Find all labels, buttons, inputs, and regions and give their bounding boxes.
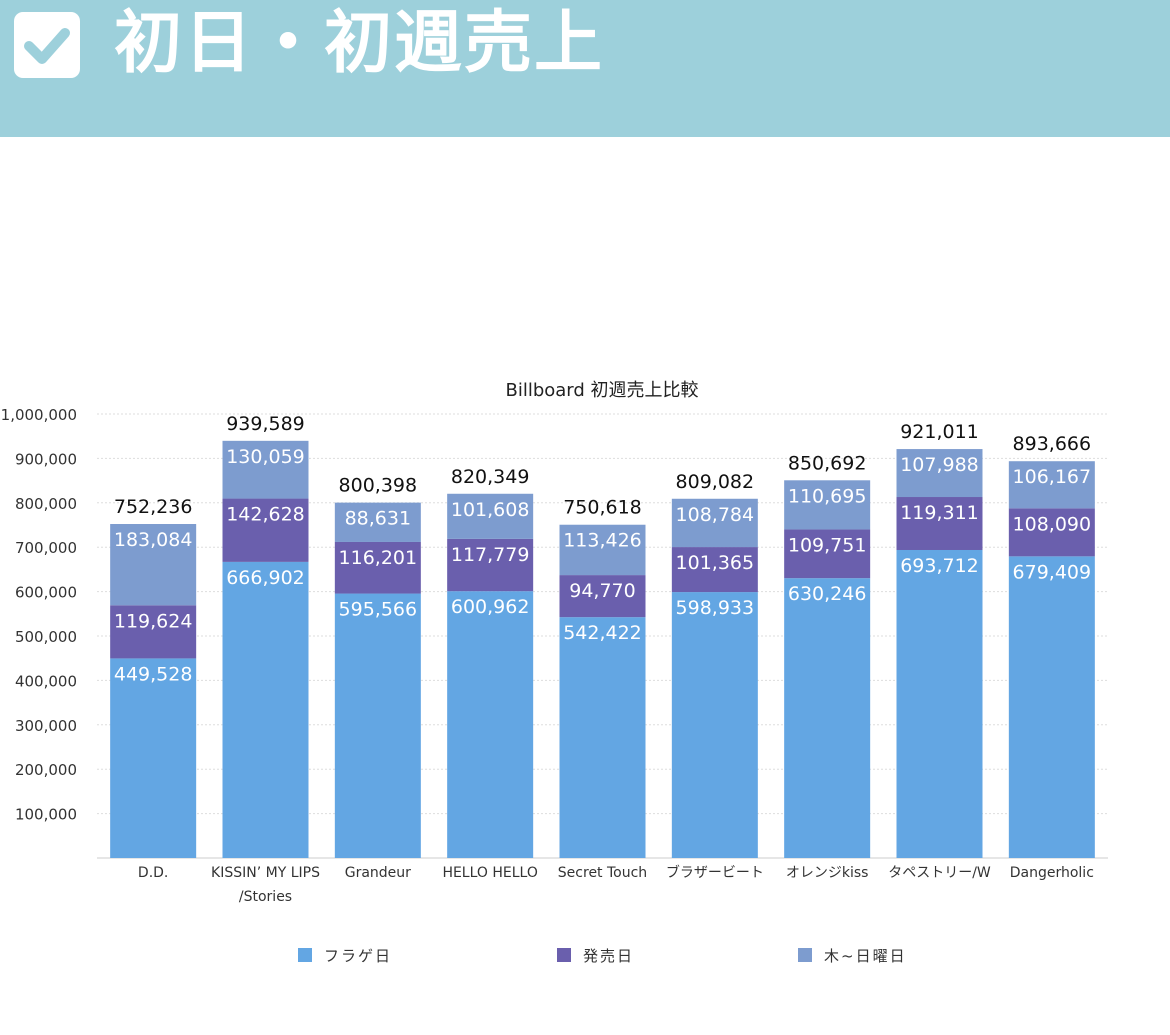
bar-segment — [110, 658, 197, 858]
legend-swatch — [298, 948, 312, 962]
segment-value-label: 101,608 — [451, 499, 530, 521]
legend-swatch — [557, 948, 571, 962]
header-banner: 初日・初週売上 — [0, 0, 1170, 137]
segment-value-label: 119,311 — [900, 502, 979, 524]
y-tick-label: 400,000 — [15, 672, 77, 690]
segment-value-label: 449,528 — [114, 663, 193, 685]
segment-value-label: 94,770 — [569, 580, 635, 602]
bar-segment — [1008, 556, 1095, 858]
segment-value-label: 110,695 — [788, 485, 867, 507]
y-tick-label: 200,000 — [15, 761, 77, 779]
x-tick-label: ブラザービート — [666, 864, 764, 881]
segment-value-label: 107,988 — [900, 454, 979, 476]
segment-value-label: 109,751 — [788, 534, 867, 556]
segment-value-label: 600,962 — [451, 596, 530, 618]
y-tick-label: 1,000,000 — [1, 406, 77, 424]
segment-value-label: 679,409 — [1013, 561, 1092, 583]
total-value-label: 809,082 — [676, 471, 755, 493]
x-tick-label: Grandeur — [345, 865, 411, 881]
segment-value-label: 119,624 — [114, 610, 193, 632]
bar-segment — [1008, 508, 1095, 557]
bar-segment — [671, 547, 758, 593]
legend-swatch — [798, 948, 812, 962]
legend-label: 発売日 — [583, 946, 635, 965]
y-tick-label: 600,000 — [15, 584, 77, 602]
segment-value-label: 130,059 — [226, 446, 305, 468]
bar-segment — [222, 498, 309, 562]
chart-title: Billboard 初週売上比較 — [505, 380, 698, 401]
x-tick-label: D.D. — [138, 865, 168, 881]
segment-value-label: 117,779 — [451, 544, 530, 566]
segment-value-label: 88,631 — [345, 508, 411, 530]
bar-segment — [447, 591, 534, 858]
segment-value-label: 183,084 — [114, 529, 193, 551]
segment-value-label: 142,628 — [226, 504, 305, 526]
total-value-label: 750,618 — [563, 497, 642, 519]
total-value-label: 850,692 — [788, 452, 867, 474]
x-tick-label: HELLO HELLO — [442, 865, 537, 881]
segment-value-label: 113,426 — [563, 530, 642, 552]
y-tick-label: 100,000 — [15, 806, 77, 824]
segment-value-label: 108,784 — [676, 504, 755, 526]
bar-segment — [447, 538, 534, 592]
bar-segment — [110, 605, 197, 659]
segment-value-label: 108,090 — [1013, 513, 1092, 535]
segment-value-label: 630,246 — [788, 583, 867, 605]
bar-segment — [334, 541, 421, 594]
bar-segment — [671, 592, 758, 858]
legend-item: 発売日 — [557, 945, 634, 965]
segment-value-label: 693,712 — [900, 555, 979, 577]
legend-label: フラゲ日 — [324, 946, 393, 965]
bar-segment — [222, 561, 309, 858]
y-tick-label: 900,000 — [15, 450, 77, 468]
x-tick-label: Secret Touch — [558, 865, 647, 881]
bar-segment — [896, 549, 983, 858]
segment-value-label: 106,167 — [1013, 466, 1092, 488]
bar-segment — [110, 524, 197, 606]
x-tick-label: KISSIN’ MY LIPS — [211, 865, 320, 881]
segment-value-label: 116,201 — [339, 547, 418, 569]
bar-segment — [334, 593, 421, 858]
total-value-label: 800,398 — [339, 475, 418, 497]
x-tick-label: タペストリー/W — [888, 865, 991, 881]
legend-item: フラゲ日 — [298, 945, 392, 965]
bar-segment — [671, 498, 758, 548]
legend-item: 木~日曜日 — [798, 945, 907, 965]
total-value-label: 752,236 — [114, 496, 193, 518]
bar-segment — [222, 440, 309, 499]
segment-value-label: 598,933 — [676, 597, 755, 619]
x-tick-label: /Stories — [239, 889, 292, 905]
bar-segment — [447, 493, 534, 539]
bar-segment — [1008, 461, 1095, 509]
bar-segment — [896, 497, 983, 550]
bar-segment — [559, 575, 646, 618]
x-tick-label: オレンジkiss — [786, 865, 869, 881]
bar-segment — [784, 529, 871, 579]
header-title: 初日・初週売上 — [114, 4, 605, 83]
bar-segment — [559, 524, 646, 576]
total-value-label: 893,666 — [1013, 433, 1092, 455]
segment-value-label: 101,365 — [676, 552, 755, 574]
bar-segment — [334, 502, 421, 542]
segment-value-label: 542,422 — [563, 622, 642, 644]
bar-segment — [896, 449, 983, 498]
checkbox-checked-icon — [14, 12, 80, 78]
legend-label: 木~日曜日 — [824, 946, 907, 965]
total-value-label: 820,349 — [451, 466, 530, 488]
bar-segment — [784, 480, 871, 530]
segment-value-label: 666,902 — [226, 567, 305, 589]
total-value-label: 921,011 — [900, 421, 979, 443]
y-tick-label: 500,000 — [15, 628, 77, 646]
total-value-label: 939,589 — [226, 413, 305, 435]
bar-segment — [559, 617, 646, 858]
y-tick-label: 700,000 — [15, 539, 77, 557]
x-tick-label: Dangerholic — [1010, 865, 1094, 881]
y-tick-label: 800,000 — [15, 495, 77, 513]
y-tick-label: 300,000 — [15, 717, 77, 735]
segment-value-label: 595,566 — [339, 599, 418, 621]
bar-segment — [784, 578, 871, 858]
